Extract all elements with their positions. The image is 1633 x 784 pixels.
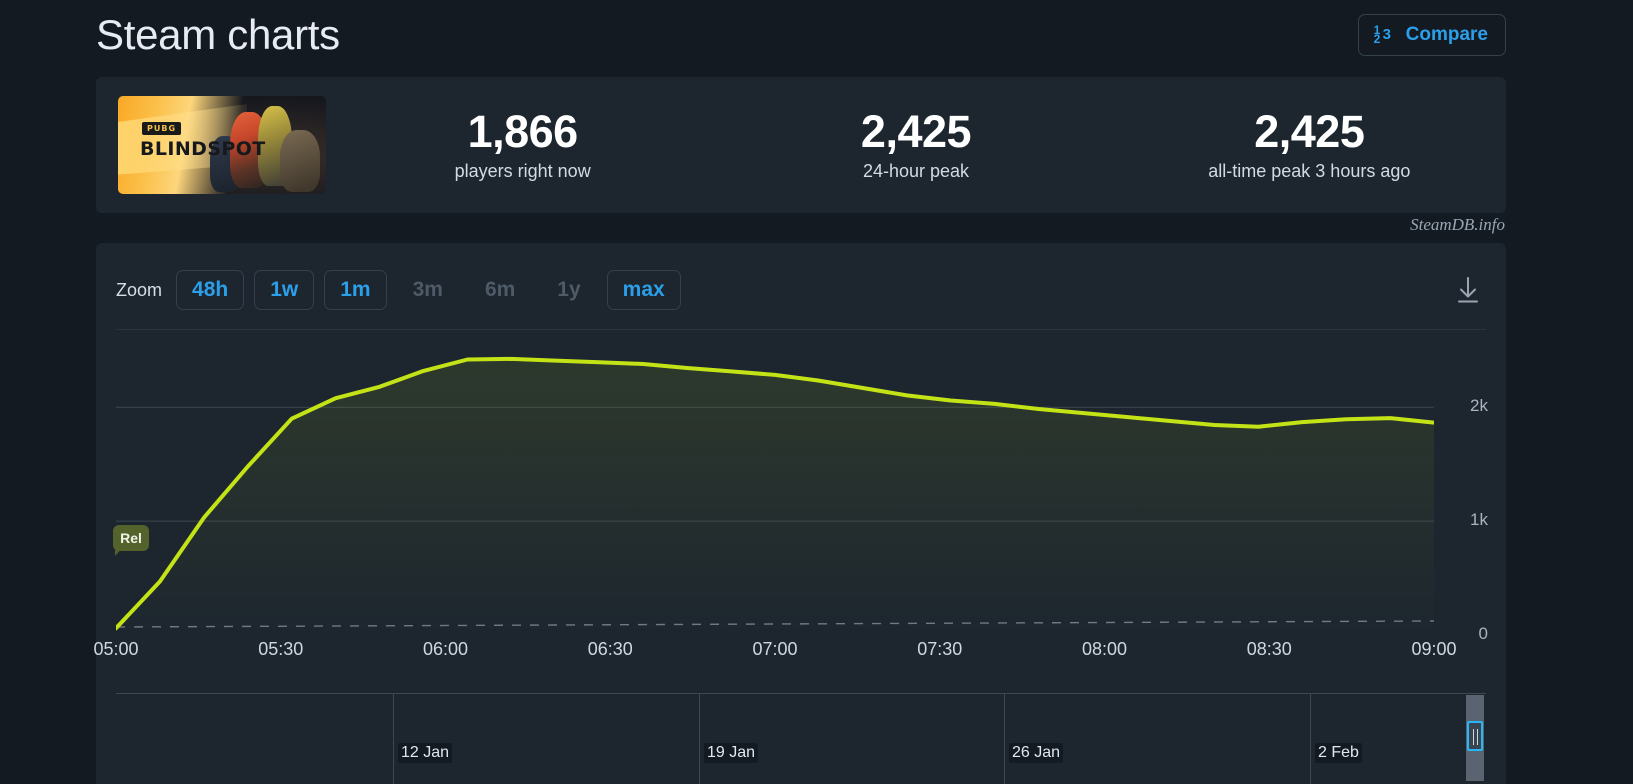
release-marker-label: Rel [120,530,142,546]
chart-x-axis: 05:00 05:30 06:00 06:30 07:00 07:30 08:00 08:30… [93,639,1486,669]
stat-label: 24-hour peak [862,161,970,182]
download-icon[interactable] [1450,272,1486,308]
steamdb-watermark: SteamDB.info [1410,215,1505,234]
x-tick-label: 08:30 [1246,639,1292,659]
game-capsule-icon[interactable]: PUBG BLINDSPOT [118,96,326,194]
navigator-top-rule [116,693,1486,694]
navigator-date-label: 12 Jan [398,743,453,763]
x-tick-label: 06:30 [587,639,633,659]
stat-value: 1,866 [467,105,579,157]
navigator-gridline [1004,693,1005,784]
chart-plot-area[interactable] [116,339,1434,635]
players-line-chart[interactable] [116,339,1434,635]
pubg-brand-label: PUBG [142,122,182,135]
fraction-denominator: 2 [1373,32,1381,46]
stats-card: PUBG BLINDSPOT 1,866 players right now 2… [96,77,1506,213]
stat-group: 1,866 players right now 2,425 24-hour pe… [326,105,1506,183]
fraction-trailing: 3 [1382,26,1391,43]
x-tick-label: 07:30 [917,639,963,659]
stat-24h-peak: 2,425 24-hour peak [719,105,1112,183]
capsule-figure-right [280,130,320,192]
x-tick-label: 08:00 [1081,639,1128,659]
x-tick-label: 09:00 [1411,639,1457,659]
chart-zoom-toolbar: Zoom 48h 1w 1m 3m 6m 1y max [116,267,1486,313]
fraction-numerator: 1 [1373,23,1381,37]
stat-value: 2,425 [860,105,972,157]
zoom-range-6m: 6m [484,278,516,301]
navigator-gridline [1310,693,1311,784]
zoom-range-1m[interactable]: 1m [324,270,387,310]
y-tick-2k: 2k [1470,396,1488,416]
x-tick-label: 05:00 [93,639,139,659]
x-tick-label: 06:00 [422,639,469,659]
zoom-range-max[interactable]: max [606,270,681,310]
stat-all-time-peak: 2,425 all-time peak 3 hours ago [1113,105,1506,183]
chart-area-fill [116,358,1434,635]
toolbar-divider [116,329,1486,330]
release-marker-tail [115,547,123,556]
zoom-label: Zoom [116,279,163,300]
zoom-range-1y: 1y [557,278,581,301]
navigator-gridline [393,693,394,784]
navigator-date-label: 26 Jan [1009,743,1064,763]
y-tick-0: 0 [1478,624,1488,643]
navigator-gridline [699,693,700,784]
x-tick-label: 07:00 [752,639,798,659]
release-marker[interactable]: Rel [113,525,149,556]
chart-navigator[interactable]: 12 Jan 19 Jan 26 Jan 2 Feb [116,683,1486,784]
scrollbar-grip-icon[interactable] [1467,721,1483,751]
stat-value: 2,425 [1254,105,1365,157]
page-header: Steam charts 1 2 3 Compare [96,4,1506,66]
zoom-range-1w[interactable]: 1w [254,270,315,310]
chart-line-series [116,356,1434,631]
compare-button-label: Compare [1405,24,1488,45]
zoom-range-48h[interactable]: 48h [176,270,245,310]
fraction-123-icon: 1 2 3 [1373,23,1397,46]
chart-card: Zoom 48h 1w 1m 3m 6m 1y max [93,243,1506,784]
release-marker-body: Rel [113,525,149,551]
navigator-date-label: 2 Feb [1315,743,1362,763]
chart-y-axis: 2k 1k 0 [1428,339,1488,643]
stat-label: all-time peak 3 hours ago [1208,161,1411,182]
x-tick-label: 05:30 [258,639,304,659]
game-title-label: BLINDSPOT [140,138,266,160]
y-tick-1k: 1k [1470,510,1488,530]
stat-players-now: 1,866 players right now [326,105,719,183]
stat-label: players right now [454,161,591,182]
zoom-range-3m: 3m [412,278,443,301]
navigator-date-label: 19 Jan [704,743,759,763]
compare-button[interactable]: 1 2 3 Compare [1357,14,1506,56]
page-title: Steam charts [96,11,340,58]
